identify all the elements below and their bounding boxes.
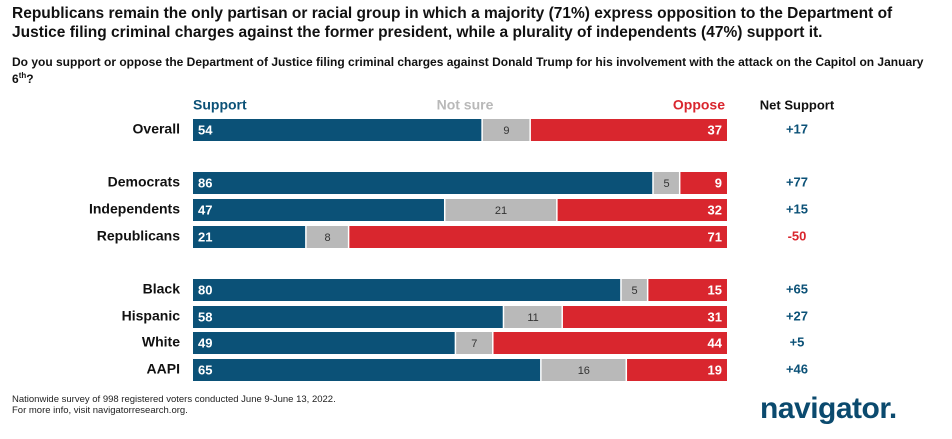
question-end: ? (26, 72, 34, 86)
net-support-label: +65 (786, 281, 808, 296)
bar-segment (445, 199, 557, 221)
value-label: 5 (631, 285, 637, 297)
value-label: 71 (708, 229, 722, 244)
brand-logo: navigator. (760, 392, 897, 425)
net-support-label: +5 (790, 334, 805, 349)
category-label: White (142, 334, 180, 350)
category-label: Overall (133, 121, 180, 137)
title: Republicans remain the only partisan or … (12, 5, 893, 41)
legend-label: Oppose (673, 97, 725, 113)
bar-segment (193, 306, 503, 328)
bar-segment (648, 279, 727, 301)
bar-segment (621, 279, 647, 301)
note-line: Nationwide survey of 998 registered vote… (12, 394, 336, 405)
legend-label: Support (193, 97, 247, 113)
value-label: 49 (198, 335, 212, 350)
bar-segment (504, 306, 562, 328)
value-label: 65 (198, 362, 212, 377)
value-label: 86 (198, 175, 212, 190)
bar-segment (193, 279, 621, 301)
bar-segment (653, 172, 679, 194)
bar-segment (193, 172, 653, 194)
value-label: 15 (708, 282, 722, 297)
question-text: Do you support or oppose the Department … (12, 55, 924, 86)
value-label: 80 (198, 282, 212, 297)
value-label: 5 (664, 178, 670, 190)
value-label: 19 (708, 362, 722, 377)
note: Nationwide survey of 998 registered vote… (12, 394, 336, 416)
net-support-label: +27 (786, 308, 808, 323)
question: Do you support or oppose the Department … (12, 55, 942, 86)
net-support-label: +15 (786, 201, 808, 216)
bar-segment (562, 306, 727, 328)
category-label: Hispanic (122, 308, 181, 324)
value-label: 37 (708, 122, 722, 137)
question-sup: th (18, 71, 27, 80)
column-header: Net Support (760, 97, 835, 112)
bar-segment (456, 332, 493, 354)
value-label: 7 (471, 338, 477, 350)
category-label: Black (143, 281, 181, 297)
value-label: 8 (324, 232, 330, 244)
bar-segment (349, 226, 727, 248)
bar-segment (482, 119, 530, 141)
value-label: 58 (198, 309, 212, 324)
bar-segment (193, 332, 455, 354)
bar-segment (193, 199, 444, 221)
value-label: 9 (503, 125, 509, 137)
bar-segment (557, 199, 727, 221)
value-label: 21 (198, 229, 212, 244)
net-support-label: +46 (786, 361, 808, 376)
legend-label: Not sure (437, 97, 494, 113)
value-label: 11 (527, 312, 538, 324)
bar-segment (193, 119, 482, 141)
category-label: Independents (89, 201, 180, 217)
bar-segment (193, 226, 306, 248)
bar-segment (306, 226, 348, 248)
net-support-label: +77 (786, 174, 808, 189)
bar-segment (627, 359, 727, 381)
value-label: 47 (198, 202, 212, 217)
note-line: For more info, visit navigatorresearch.o… (12, 405, 188, 416)
value-label: 16 (578, 365, 590, 377)
value-label: 54 (198, 122, 213, 137)
category-label: Republicans (97, 228, 180, 244)
bar-segment (493, 332, 727, 354)
net-support-label: +17 (786, 121, 808, 136)
value-label: 44 (708, 335, 723, 350)
category-label: AAPI (147, 361, 180, 377)
bar-segment (193, 359, 541, 381)
bar-segment (680, 172, 727, 194)
bar-segment (541, 359, 626, 381)
net-support-label: -50 (788, 228, 807, 243)
category-label: Democrats (108, 174, 181, 190)
value-label: 21 (495, 205, 507, 217)
value-label: 9 (715, 175, 722, 190)
value-label: 31 (708, 309, 722, 324)
value-label: 32 (708, 202, 722, 217)
bar-segment (530, 119, 727, 141)
